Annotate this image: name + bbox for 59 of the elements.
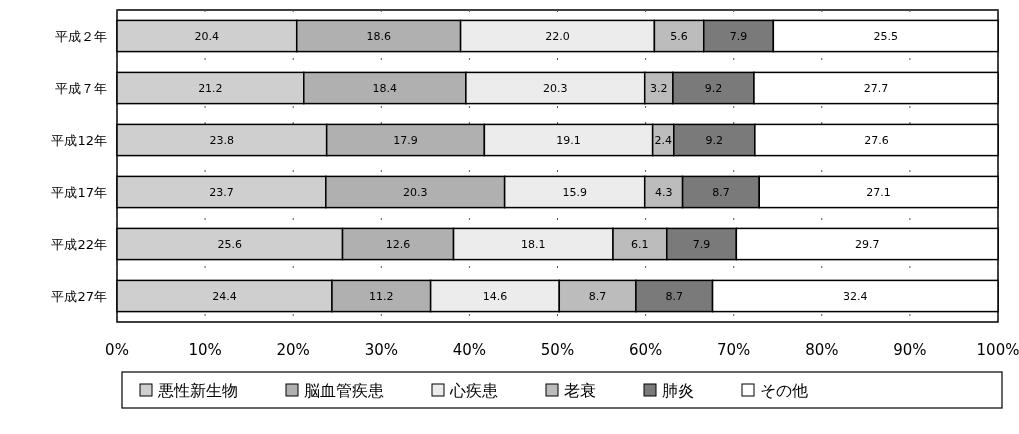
y-tick-label: 平成12年 bbox=[51, 133, 107, 148]
data-label: 19.1 bbox=[556, 134, 581, 147]
data-label: 32.4 bbox=[843, 290, 868, 303]
data-label: 7.9 bbox=[729, 30, 748, 43]
data-label: 29.7 bbox=[854, 238, 880, 251]
data-label: 9.2 bbox=[705, 134, 724, 147]
legend-label: 脳血管疾患 bbox=[304, 381, 384, 400]
data-label: 23.7 bbox=[209, 186, 234, 199]
data-label: 20.3 bbox=[402, 186, 428, 199]
x-tick-label: 0% bbox=[105, 341, 129, 359]
x-tick-label: 60% bbox=[628, 341, 663, 359]
legend-label: その他 bbox=[760, 381, 808, 400]
data-label: 4.3 bbox=[654, 186, 673, 199]
data-label: 8.7 bbox=[588, 290, 607, 303]
legend-label: 心疾患 bbox=[449, 381, 498, 400]
data-label: 27.6 bbox=[864, 134, 889, 147]
data-label: 27.7 bbox=[863, 82, 889, 95]
data-label: 21.2 bbox=[198, 82, 223, 95]
data-label: 12.6 bbox=[385, 238, 411, 251]
legend-label: 悪性新生物 bbox=[157, 381, 238, 400]
x-tick-label: 20% bbox=[276, 341, 310, 359]
data-label: 25.5 bbox=[873, 30, 898, 43]
data-label: 24.4 bbox=[212, 290, 237, 303]
data-label: 6.1 bbox=[631, 238, 649, 251]
data-label: 17.9 bbox=[393, 134, 418, 147]
x-tick-label: 30% bbox=[364, 341, 398, 359]
data-label: 20.4 bbox=[194, 30, 220, 43]
data-label: 5.6 bbox=[670, 30, 688, 43]
data-label: 15.9 bbox=[562, 186, 587, 199]
data-label: 14.6 bbox=[482, 290, 508, 303]
x-tick-label: 10% bbox=[188, 341, 222, 359]
x-tick-label: 70% bbox=[717, 341, 751, 359]
y-tick-label: 平成17年 bbox=[51, 185, 107, 200]
y-tick-label: 平成22年 bbox=[51, 237, 107, 252]
y-tick-label: 平成７年 bbox=[55, 81, 107, 96]
data-label: 22.0 bbox=[545, 30, 570, 43]
data-label: 23.8 bbox=[209, 134, 235, 147]
data-label: 2.4 bbox=[654, 134, 672, 147]
x-tick-label: 40% bbox=[452, 341, 487, 359]
x-tick-label: 100% bbox=[976, 341, 1019, 359]
data-label: 18.6 bbox=[366, 30, 391, 43]
data-label: 27.1 bbox=[866, 186, 891, 199]
data-label: 7.9 bbox=[692, 238, 711, 251]
data-label: 18.4 bbox=[372, 82, 398, 95]
y-tick-label: 平成27年 bbox=[51, 289, 107, 304]
legend-label: 肺炎 bbox=[662, 381, 694, 400]
data-label: 8.7 bbox=[712, 186, 730, 199]
x-tick-label: 50% bbox=[540, 341, 575, 359]
data-label: 20.3 bbox=[543, 82, 568, 95]
y-tick-label: 平成２年 bbox=[55, 29, 107, 44]
data-label: 11.2 bbox=[369, 290, 394, 303]
data-label: 3.2 bbox=[650, 82, 668, 95]
x-tick-label: 90% bbox=[893, 341, 927, 359]
data-label: 8.7 bbox=[665, 290, 683, 303]
x-tick-label: 80% bbox=[805, 341, 839, 359]
data-label: 18.1 bbox=[521, 238, 546, 251]
legend-label: 老衰 bbox=[564, 381, 596, 400]
data-label: 25.6 bbox=[217, 238, 243, 251]
data-label: 9.2 bbox=[704, 82, 723, 95]
